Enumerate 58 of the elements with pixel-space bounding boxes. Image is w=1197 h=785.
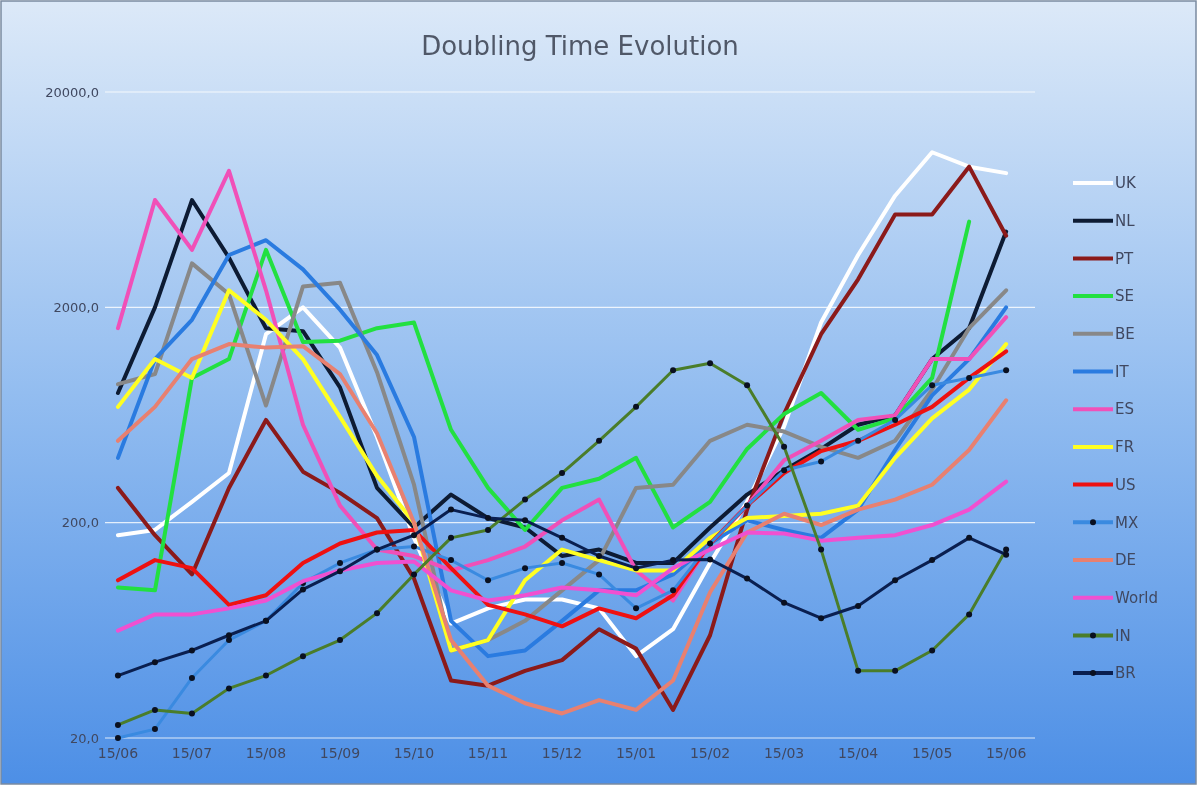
x-tick-label: 15/10 <box>393 745 435 761</box>
point <box>781 467 788 474</box>
point <box>929 557 936 564</box>
legend-label: SE <box>1115 287 1134 306</box>
point <box>892 577 899 584</box>
point <box>225 632 232 639</box>
point <box>559 534 566 541</box>
legend-label: US <box>1115 475 1136 494</box>
legend-label: UK <box>1115 174 1137 193</box>
point <box>151 659 158 666</box>
x-tick-label: 15/06 <box>985 745 1027 761</box>
x-tick-label: 15/07 <box>171 745 213 761</box>
x-tick-label: 15/06 <box>97 745 139 761</box>
legend-label: BR <box>1115 664 1136 683</box>
legend-label: BE <box>1115 325 1135 344</box>
legend-label: MX <box>1115 513 1139 532</box>
legend-label: IN <box>1115 626 1131 645</box>
point <box>485 515 492 522</box>
point <box>299 586 306 593</box>
x-tick-label: 15/08 <box>245 745 287 761</box>
legend-label: PT <box>1115 249 1135 268</box>
x-tick-label: 15/04 <box>837 745 879 761</box>
point <box>966 534 973 541</box>
legend-label: FR <box>1115 438 1135 457</box>
x-tick-label: 15/09 <box>319 745 361 761</box>
point <box>596 553 603 560</box>
point <box>744 575 751 582</box>
legend-label: IT <box>1115 362 1130 381</box>
x-tick-label: 15/12 <box>541 745 583 761</box>
point <box>114 672 121 679</box>
point <box>633 565 640 572</box>
point <box>818 615 825 622</box>
point <box>411 532 418 539</box>
y-tick-label: 20,0 <box>70 730 99 746</box>
y-tick-label: 200,0 <box>61 515 99 531</box>
legend-label: World <box>1115 588 1158 607</box>
point <box>188 647 195 654</box>
point <box>448 506 455 513</box>
point <box>855 603 862 610</box>
line-series <box>115 219 972 593</box>
x-tick-label: 15/03 <box>763 745 805 761</box>
x-tick-label: 15/01 <box>615 745 657 761</box>
x-tick-label: 15/11 <box>467 745 509 761</box>
y-tick-label: 20000,0 <box>45 84 99 100</box>
x-tick-label: 15/05 <box>911 745 953 761</box>
chart-title: Doubling Time Evolution <box>421 31 739 61</box>
point <box>781 599 788 606</box>
point <box>707 556 714 563</box>
y-tick-label: 2000,0 <box>53 299 99 315</box>
point <box>670 557 677 564</box>
legend-label: ES <box>1115 400 1134 419</box>
point <box>1003 551 1010 558</box>
legend-label: DE <box>1115 551 1137 570</box>
line-series <box>115 479 1009 633</box>
point <box>337 568 343 575</box>
x-tick-label: 15/02 <box>689 745 731 761</box>
legend-label: NL <box>1115 211 1136 230</box>
point <box>522 517 529 524</box>
